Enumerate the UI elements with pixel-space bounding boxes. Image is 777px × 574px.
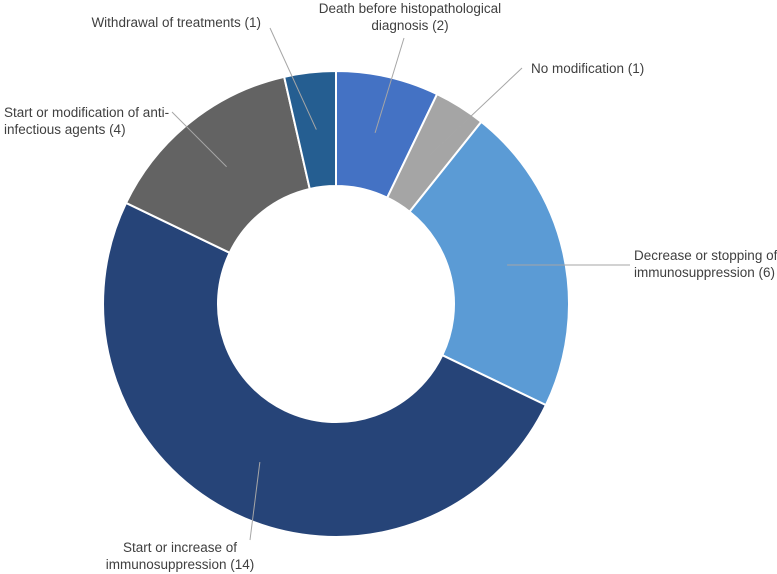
- leader-line-withdrawal-of-treatments: [269, 27, 317, 130]
- donut-slices: [102, 69, 570, 538]
- slice-label-withdrawal-of-treatments: Withdrawal of treatments (1): [91, 15, 261, 30]
- slice-withdrawal-of-treatments: [282, 69, 337, 191]
- leader-line-no-modification: [429, 67, 523, 156]
- slice-start-or-increase-of-immunosuppression: [102, 201, 548, 538]
- slice-label-decrease-immunosuppression: Decrease or stopping of immunosuppressio…: [634, 248, 777, 280]
- slice-decrease-or-stopping-of-immunosuppression: [408, 120, 570, 407]
- leader-line-start-or-increase-of-immunosuppression: [249, 462, 261, 541]
- slice-label-anti-infectious-agents: Start or modification of anti- infectiou…: [4, 105, 170, 137]
- slice-label-start-increase-immunosuppression: Start or increase of immunosuppression (…: [105, 540, 255, 572]
- leader-line-start-or-modification-of-anti-infectious-agents: [171, 111, 227, 168]
- leader-lines: [171, 27, 631, 541]
- slice-label-death-before-diagnosis: Death before histopathological diagnosis…: [318, 1, 502, 33]
- slice-start-or-modification-of-anti-infectious-agents: [124, 75, 311, 255]
- slice-label-no-modification: No modification (1): [531, 61, 645, 76]
- leader-line-death-before-histopathological-diagnosis: [374, 37, 405, 134]
